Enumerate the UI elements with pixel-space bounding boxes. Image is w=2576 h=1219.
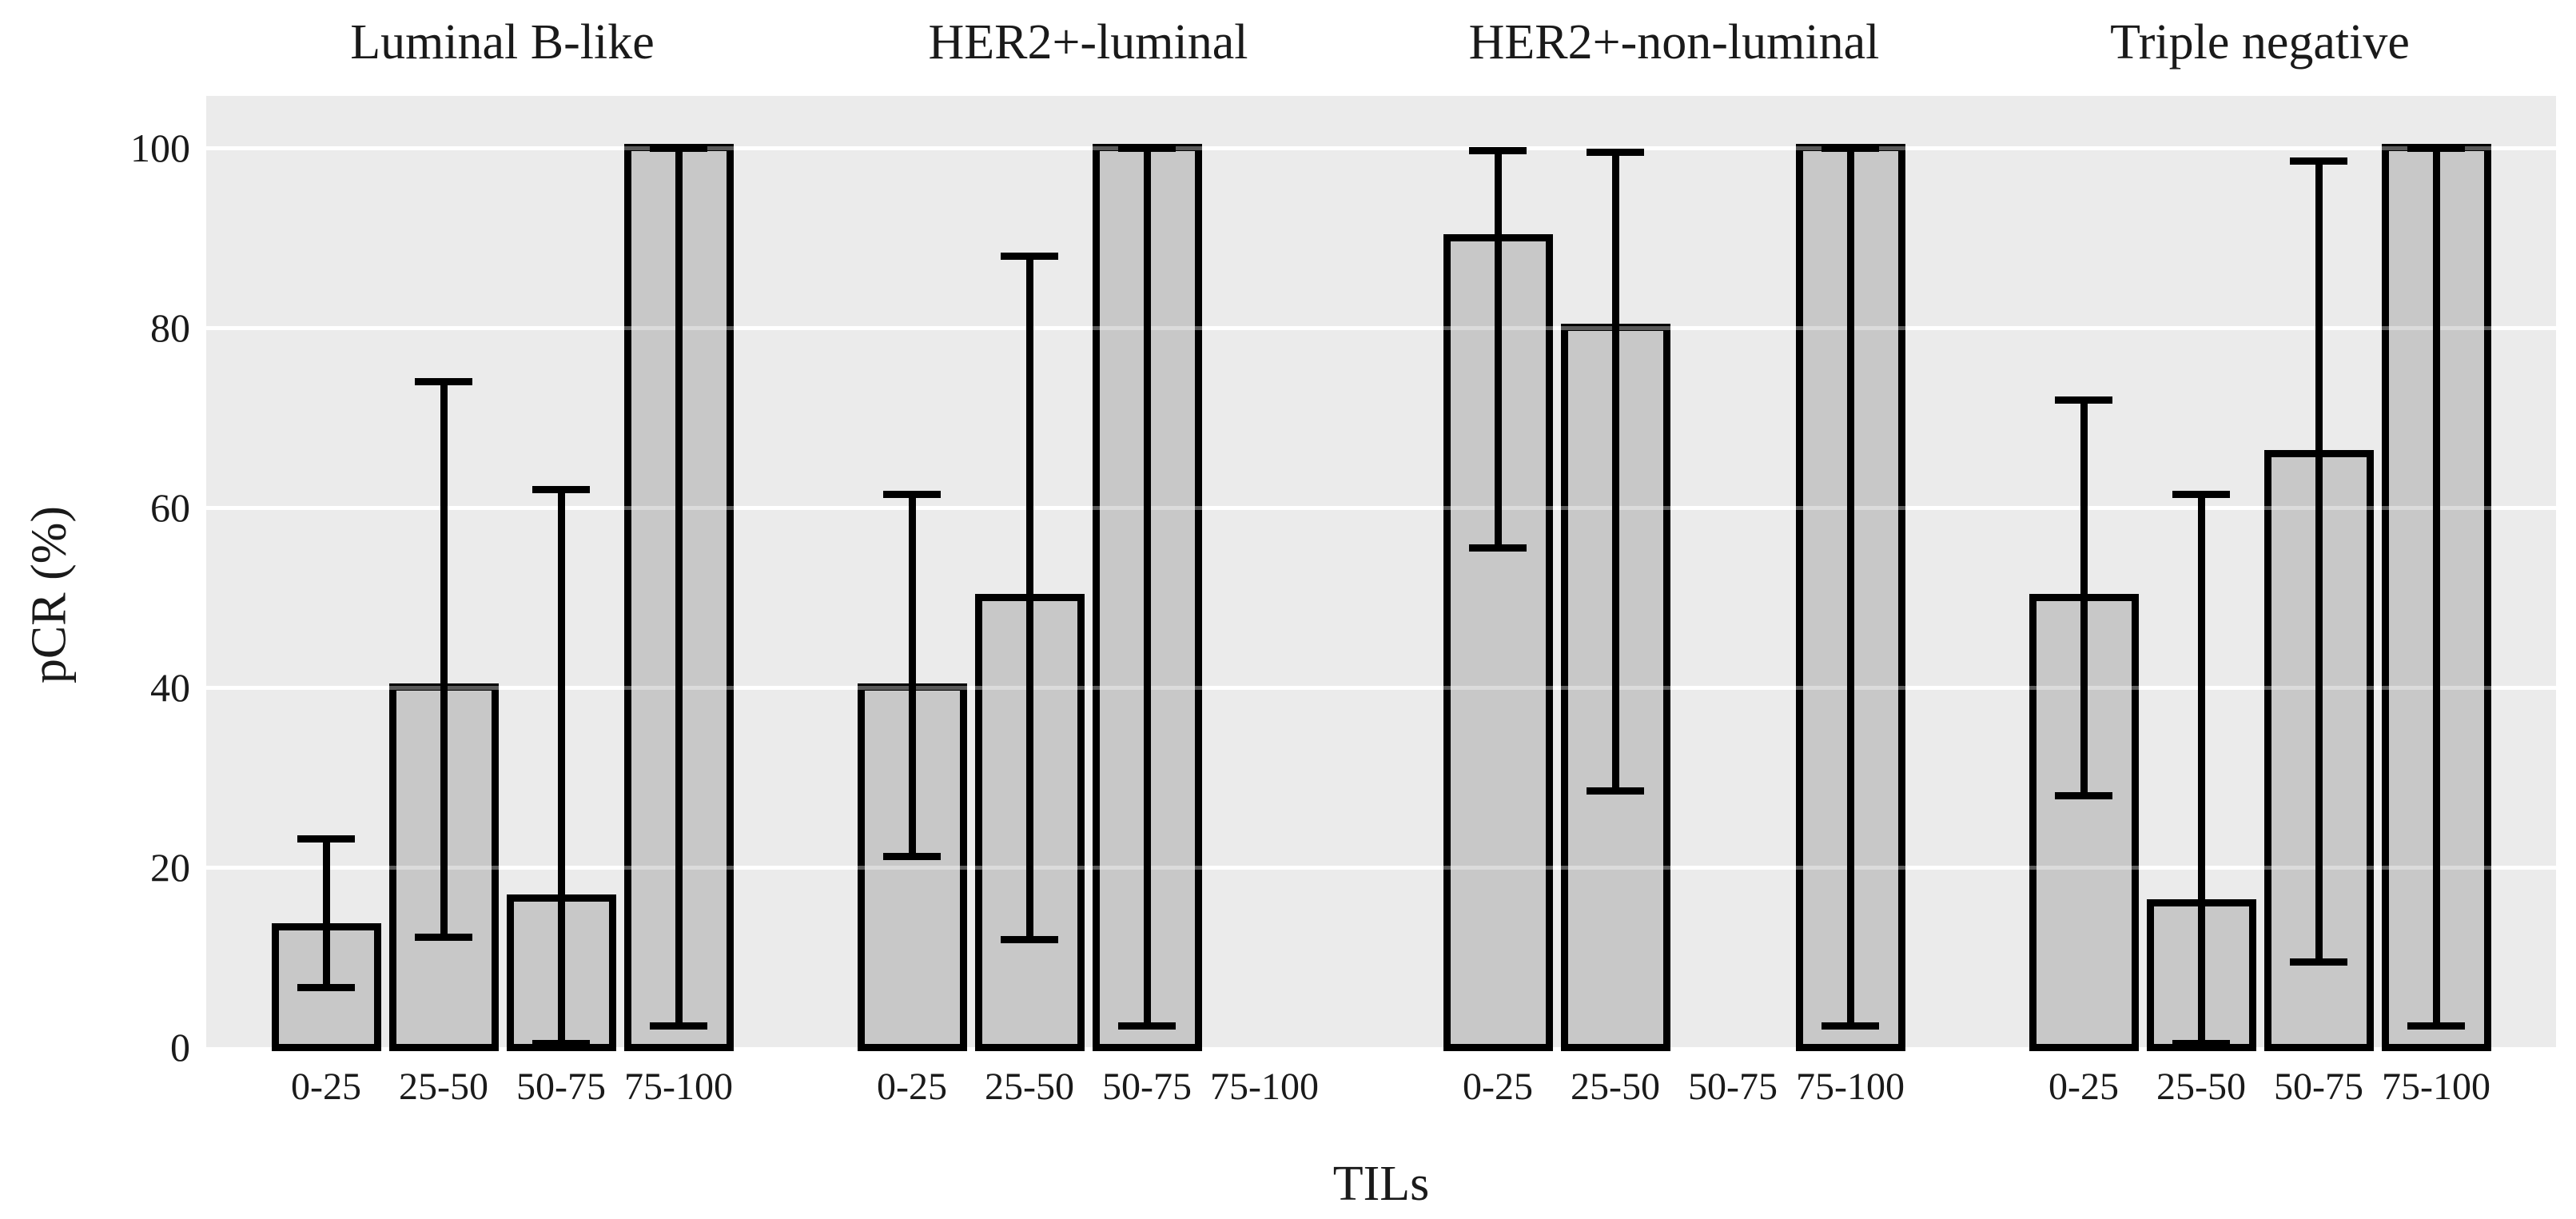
error-bar-line-her2-luminal-0-25 xyxy=(908,494,916,857)
x-tick-label-triple-negative-0-25: 0-25 xyxy=(2048,1066,2119,1108)
error-bar-line-triple-negative-0-25 xyxy=(2080,400,2088,795)
error-bar-cap-low-luminal-b-like-25-50 xyxy=(415,934,472,942)
x-tick-label-her2-luminal-0-25: 0-25 xyxy=(877,1066,947,1108)
error-bar-line-her2-luminal-25-50 xyxy=(1025,256,1033,939)
error-bar-cap-high-her2-non-luminal-75-100 xyxy=(1822,144,1879,152)
error-bar-line-triple-negative-75-100 xyxy=(2432,148,2440,1026)
gridline-60 xyxy=(206,506,2556,510)
error-bar-cap-high-her2-non-luminal-25-50 xyxy=(1587,149,1644,157)
error-bar-cap-low-her2-non-luminal-25-50 xyxy=(1587,787,1644,795)
error-bar-line-luminal-b-like-25-50 xyxy=(440,381,448,938)
x-tick-label-her2-non-luminal-50-75: 50-75 xyxy=(1688,1066,1778,1108)
group-title-her2-non-luminal: HER2+-non-luminal xyxy=(1468,15,1880,70)
x-tick-label-triple-negative-50-75: 50-75 xyxy=(2274,1066,2363,1108)
x-tick-label-luminal-b-like-25-50: 25-50 xyxy=(399,1066,488,1108)
error-bar-cap-low-her2-non-luminal-75-100 xyxy=(1822,1022,1879,1030)
y-tick-label-100: 100 xyxy=(130,125,190,170)
error-bar-cap-high-her2-non-luminal-0-25 xyxy=(1469,146,1527,154)
gridline-80 xyxy=(206,326,2556,330)
gridline-100 xyxy=(206,146,2556,150)
x-tick-label-luminal-b-like-75-100: 75-100 xyxy=(624,1066,733,1108)
x-tick-label-her2-non-luminal-25-50: 25-50 xyxy=(1571,1066,1660,1108)
plot-panel xyxy=(206,96,2556,1047)
error-bar-line-her2-non-luminal-0-25 xyxy=(1494,150,1502,548)
gridline-40 xyxy=(206,686,2556,690)
group-title-luminal-b-like: Luminal B-like xyxy=(350,15,655,70)
x-tick-label-her2-luminal-75-100: 75-100 xyxy=(1210,1066,1319,1108)
error-bar-cap-high-luminal-b-like-50-75 xyxy=(532,486,590,493)
y-axis-label: pCR (%) xyxy=(22,505,77,684)
x-tick-label-her2-non-luminal-0-25: 0-25 xyxy=(1463,1066,1533,1108)
error-bar-cap-high-her2-luminal-0-25 xyxy=(883,490,941,498)
error-bar-cap-low-triple-negative-25-50 xyxy=(2172,1040,2230,1047)
y-tick-label-60: 60 xyxy=(150,485,190,530)
error-bar-cap-high-triple-negative-0-25 xyxy=(2055,396,2112,404)
x-tick-label-triple-negative-25-50: 25-50 xyxy=(2156,1066,2246,1108)
x-tick-label-luminal-b-like-0-25: 0-25 xyxy=(291,1066,361,1108)
group-title-her2-luminal: HER2+-luminal xyxy=(928,15,1248,70)
x-tick-label-triple-negative-75-100: 75-100 xyxy=(2382,1066,2490,1108)
error-bar-cap-low-her2-non-luminal-0-25 xyxy=(1469,544,1527,552)
error-bar-line-her2-non-luminal-75-100 xyxy=(1846,148,1854,1026)
gridline-20 xyxy=(206,866,2556,870)
x-tick-label-her2-luminal-25-50: 25-50 xyxy=(985,1066,1074,1108)
x-tick-label-her2-non-luminal-75-100: 75-100 xyxy=(1796,1066,1905,1108)
error-bar-cap-low-her2-luminal-50-75 xyxy=(1118,1022,1176,1030)
error-bar-cap-low-luminal-b-like-75-100 xyxy=(650,1022,707,1030)
error-bar-line-triple-negative-25-50 xyxy=(2197,494,2205,1044)
error-bar-line-her2-non-luminal-25-50 xyxy=(1611,152,1619,791)
error-bar-cap-high-her2-luminal-50-75 xyxy=(1118,144,1176,152)
error-bar-line-luminal-b-like-0-25 xyxy=(322,839,330,988)
error-bar-line-luminal-b-like-50-75 xyxy=(557,489,565,1044)
error-bar-cap-low-her2-luminal-0-25 xyxy=(883,853,941,860)
gridline-overlay-60 xyxy=(206,506,2556,510)
error-bar-cap-low-luminal-b-like-50-75 xyxy=(532,1040,590,1047)
error-bar-cap-low-triple-negative-50-75 xyxy=(2290,958,2347,966)
y-tick-label-20: 20 xyxy=(150,845,190,890)
y-tick-label-80: 80 xyxy=(150,305,190,350)
y-tick-label-0: 0 xyxy=(170,1025,190,1070)
y-tick-label-40: 40 xyxy=(150,665,190,710)
error-bar-cap-high-luminal-b-like-25-50 xyxy=(415,378,472,385)
error-bar-line-luminal-b-like-75-100 xyxy=(675,148,683,1026)
error-bar-cap-high-triple-negative-50-75 xyxy=(2290,157,2347,165)
error-bar-line-triple-negative-50-75 xyxy=(2315,161,2323,962)
error-bar-line-her2-luminal-50-75 xyxy=(1143,148,1151,1026)
error-bar-cap-high-her2-luminal-25-50 xyxy=(1001,252,1058,260)
error-bar-cap-low-triple-negative-0-25 xyxy=(2055,791,2112,799)
error-bar-cap-high-luminal-b-like-0-25 xyxy=(297,835,355,843)
error-bar-cap-high-triple-negative-25-50 xyxy=(2172,490,2230,498)
gridline-overlay-100 xyxy=(206,146,2556,150)
gridline-overlay-80 xyxy=(206,326,2556,330)
gridline-overlay-40 xyxy=(206,686,2556,690)
x-axis-label: TILs xyxy=(1332,1157,1430,1211)
error-bar-cap-low-luminal-b-like-0-25 xyxy=(297,984,355,992)
gridline-overlay-20 xyxy=(206,866,2556,870)
x-tick-label-luminal-b-like-50-75: 50-75 xyxy=(516,1066,606,1108)
error-bar-cap-high-triple-negative-75-100 xyxy=(2407,144,2465,152)
error-bar-cap-low-triple-negative-75-100 xyxy=(2407,1022,2465,1030)
error-bar-cap-high-luminal-b-like-75-100 xyxy=(650,144,707,152)
error-bar-cap-low-her2-luminal-25-50 xyxy=(1001,935,1058,943)
x-tick-label-her2-luminal-50-75: 50-75 xyxy=(1102,1066,1192,1108)
group-title-triple-negative: Triple negative xyxy=(2110,15,2410,70)
